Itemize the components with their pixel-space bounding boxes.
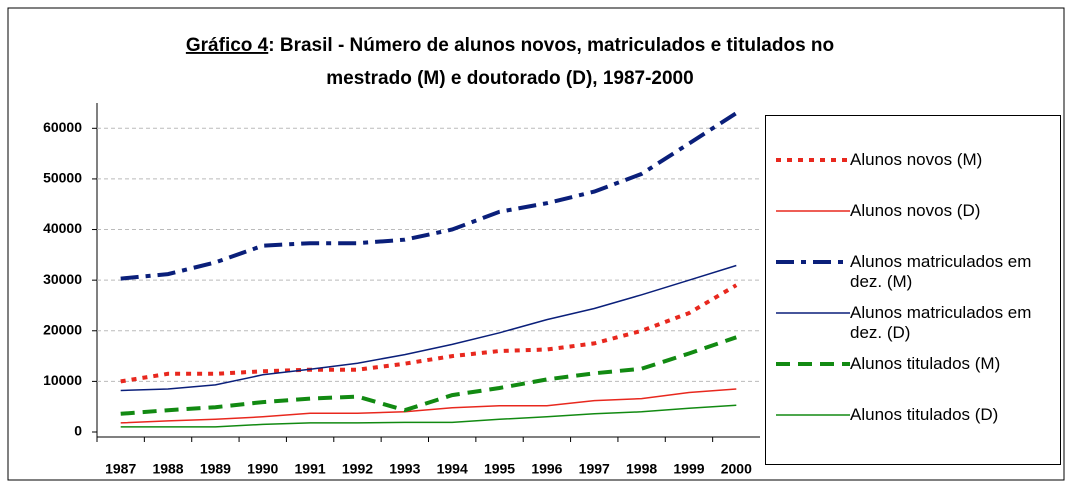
series-line xyxy=(120,404,737,428)
x-tick-label: 1987 xyxy=(105,461,136,477)
y-tick-label: 60000 xyxy=(43,119,82,135)
series-line xyxy=(120,264,737,392)
legend-swatch xyxy=(776,158,850,162)
x-tick-label: 2000 xyxy=(721,461,752,477)
chart-title: mestrado (M) e doutorado (D), 1987-2000 xyxy=(326,68,693,89)
legend-entry: Alunos matriculados em dez. (M) xyxy=(776,252,1060,292)
x-tick-label: 1988 xyxy=(152,461,183,477)
x-tick-label: 1995 xyxy=(484,461,515,477)
legend-entry: Alunos novos (M) xyxy=(776,150,1060,170)
series-line xyxy=(120,111,738,281)
legend-label: Alunos titulados (M) xyxy=(850,354,1001,373)
legend-swatch xyxy=(776,362,850,366)
series-line xyxy=(120,283,738,384)
legend-label: Alunos novos (M) xyxy=(850,150,983,169)
series-line xyxy=(120,335,737,416)
chart-title: Gráfico 4: Brasil - Número de alunos nov… xyxy=(186,35,834,56)
legend-entry: Alunos matriculados em dez. (D) xyxy=(776,303,1060,343)
series-line xyxy=(120,388,737,424)
x-tick-label: 1997 xyxy=(579,461,610,477)
y-tick-label: 20000 xyxy=(43,321,82,337)
y-tick-label: 30000 xyxy=(43,271,82,287)
x-tick-label: 1996 xyxy=(531,461,562,477)
x-tick-label: 1998 xyxy=(626,461,657,477)
legend-entry: Alunos novos (D) xyxy=(776,201,1060,221)
x-tick-label: 1992 xyxy=(342,461,373,477)
legend-entry: Alunos titulados (M) xyxy=(776,354,1060,374)
legend-label: Alunos matriculados em dez. (D) xyxy=(850,303,1032,342)
legend: Alunos novos (M) Alunos novos (D) Alunos m… xyxy=(765,115,1061,465)
legend-swatch xyxy=(776,312,850,314)
x-tick-label: 1993 xyxy=(389,461,420,477)
x-tick-label: 1999 xyxy=(673,461,704,477)
x-tick-label: 1989 xyxy=(200,461,231,477)
legend-label: Alunos titulados (D) xyxy=(850,405,999,424)
y-tick-label: 0 xyxy=(74,423,82,439)
legend-swatch xyxy=(776,210,850,212)
y-tick-label: 50000 xyxy=(43,170,82,186)
legend-swatch xyxy=(776,260,850,264)
y-tick-label: 40000 xyxy=(43,220,82,236)
x-tick-label: 1991 xyxy=(295,461,326,477)
x-tick-label: 1990 xyxy=(247,461,278,477)
legend-label: Alunos matriculados em dez. (M) xyxy=(850,252,1032,291)
legend-entry: Alunos titulados (D) xyxy=(776,405,1060,425)
legend-swatch xyxy=(776,414,850,416)
legend-label: Alunos novos (D) xyxy=(850,201,981,220)
y-tick-label: 10000 xyxy=(43,372,82,388)
x-tick-label: 1994 xyxy=(437,461,468,477)
